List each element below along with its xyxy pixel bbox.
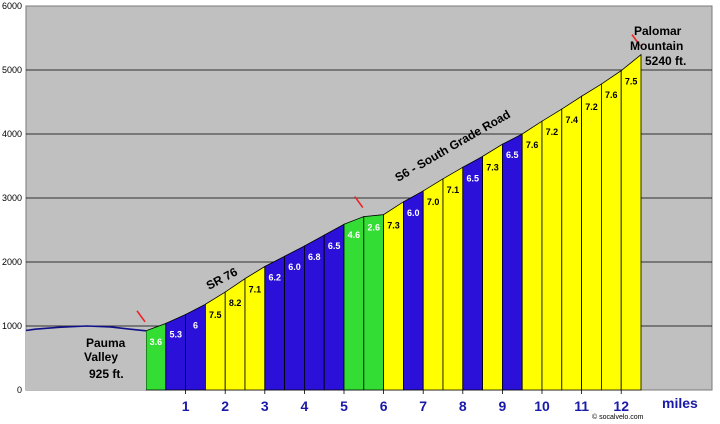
grade-label: 7.1 [249,285,262,295]
end-name-line1: Palomar [634,24,682,38]
x-tick-label: 2 [221,398,229,414]
grade-label: 7.5 [209,310,222,320]
end-elevation-label: 5240 ft. [645,54,686,68]
segment-yellow [224,277,246,391]
y-tick-label: 5000 [2,65,22,75]
grade-label: 6.2 [268,272,281,282]
section-markers [136,34,641,323]
grade-label: 6.8 [308,252,321,262]
x-tick-label: 1 [182,398,190,414]
grade-label: 7.5 [625,77,638,87]
y-tick-label: 3000 [2,193,22,203]
x-tick-label: 12 [613,398,629,414]
grade-label: 7.2 [546,127,559,137]
x-tick-label: 9 [499,398,507,414]
y-tick-label: 4000 [2,129,22,139]
x-tick-label: 5 [340,398,348,414]
x-axis-label: miles [662,395,698,411]
section-marker [631,34,641,47]
grade-label: 5.3 [169,329,182,339]
grade-label: 6.5 [466,173,479,183]
segment-yellow [541,108,563,391]
grade-label: 6.0 [407,208,420,218]
segment-yellow [521,120,543,391]
grade-label: 7.4 [565,115,578,125]
grade-label: 6.5 [506,150,519,160]
y-tick-label: 2000 [2,257,22,267]
segment-green [363,214,385,391]
x-tick-label: 7 [419,398,427,414]
segment-yellow [581,83,602,391]
y-tick-label: 0 [17,385,22,395]
x-tick-label: 10 [534,398,550,414]
end-name-line2: Mountain [630,39,683,53]
grade-label: 6.5 [328,241,341,251]
grade-label: 2.6 [367,223,380,233]
segment-yellow [482,143,503,391]
grade-label: 3.6 [150,337,163,347]
grade-label: 7.3 [387,221,400,231]
y-axis-tick-labels: 0 1000 2000 3000 4000 5000 6000 [2,1,22,395]
segment-blue [185,303,206,391]
grade-labels: 3.6 5.3 6 7.5 8.2 7.1 6.2 6.0 6.8 6.5 4.6 2.6 7.3 6.0… [150,77,638,347]
grade-label: 6.0 [288,262,301,272]
y-tick-label: 1000 [2,321,22,331]
grade-label: 8.2 [229,298,242,308]
segment-blue [165,313,187,391]
start-elevation-label: 925 ft. [89,367,124,381]
segment-yellow [422,178,444,391]
x-tick-label: 8 [459,398,467,414]
grade-label: 6 [193,320,198,330]
grade-label: 7.0 [427,197,440,207]
segment-blue [462,155,484,391]
climb-segments [145,53,642,391]
x-tick-label: 4 [301,398,309,414]
segment-yellow [204,291,226,391]
section-marker [354,196,364,209]
segment-yellow [620,53,642,391]
grade-label: 7.6 [526,140,539,150]
segment-blue [402,190,424,391]
section-marker [136,310,146,323]
grade-label: 7.6 [605,90,618,100]
x-tick-label: 11 [574,398,589,414]
y-tick-label: 6000 [2,1,22,11]
x-tick-label: 6 [380,398,388,414]
valley-profile-area [26,326,146,390]
segment-green [343,215,365,391]
grade-label: 7.2 [585,102,598,112]
x-tick-label: 3 [261,398,269,414]
valley-profile-line [25,325,147,332]
credit-text: © socalvelo.com [592,413,644,421]
start-name-line1: Pauma [86,336,126,350]
grade-label: 7.3 [486,162,499,172]
segment-green [145,322,167,391]
segment-yellow [561,95,582,391]
start-name-line2: Valley [84,350,118,364]
segment-blue [501,133,523,391]
grade-label: 4.6 [348,230,361,240]
x-axis-tick-labels: 1 2 3 4 5 6 7 8 9 10 11 12 [182,390,629,414]
grade-label: 7.1 [447,185,460,195]
segment-yellow [601,69,622,391]
segment-yellow [442,166,464,391]
